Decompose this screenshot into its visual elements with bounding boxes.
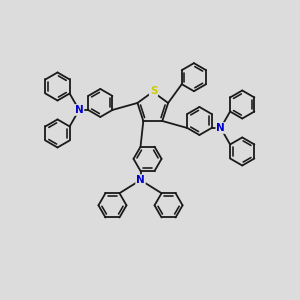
Text: S: S (150, 86, 157, 96)
Text: N: N (75, 105, 83, 115)
Text: N: N (136, 175, 145, 185)
Text: N: N (216, 123, 225, 133)
